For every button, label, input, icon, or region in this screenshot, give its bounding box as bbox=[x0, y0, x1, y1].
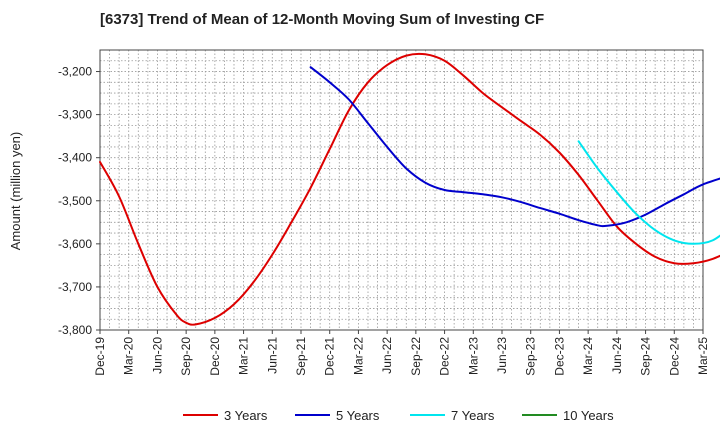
x-tick-label: Sep-22 bbox=[409, 337, 423, 376]
x-tick-label: Mar-22 bbox=[351, 337, 365, 375]
x-tick-label: Sep-21 bbox=[294, 337, 308, 376]
legend-label-7-years: 7 Years bbox=[451, 408, 495, 423]
series-line-3-years bbox=[99, 52, 720, 326]
y-tick-label: -3,800 bbox=[58, 323, 92, 337]
x-tick-label: Sep-20 bbox=[179, 337, 193, 376]
legend-label-10-years: 10 Years bbox=[563, 408, 614, 423]
series-line-5-years bbox=[309, 66, 720, 228]
legend-label-3-years: 3 Years bbox=[224, 408, 268, 423]
x-tick-label: Sep-24 bbox=[639, 337, 653, 376]
chart-title: [6373] Trend of Mean of 12-Month Moving … bbox=[100, 11, 544, 28]
x-tick-label: Dec-23 bbox=[552, 337, 566, 376]
x-tick-label: Mar-23 bbox=[466, 337, 480, 375]
x-tick-label: Jun-24 bbox=[610, 337, 624, 374]
x-tick-label: Jun-22 bbox=[380, 337, 394, 374]
y-tick-label: -3,200 bbox=[58, 65, 92, 79]
legend-label-5-years: 5 Years bbox=[336, 408, 380, 423]
x-axis: Dec-19 Mar-20 Jun-20 Sep-20 Dec-20 Mar-21 Jun-… bbox=[93, 330, 710, 376]
x-tick-label: Mar-20 bbox=[122, 337, 136, 375]
plot-border bbox=[99, 49, 704, 331]
y-axis-label: Amount (million yen) bbox=[8, 132, 23, 251]
x-tick-label: Dec-22 bbox=[438, 337, 452, 376]
x-tick-label: Dec-19 bbox=[93, 337, 107, 376]
y-axis: -3,800 -3,700 -3,600 -3,500 -3,400 -3,300 -3,2… bbox=[58, 65, 100, 337]
x-tick-label: Dec-20 bbox=[208, 337, 222, 376]
legend: 3 Years 5 Years 7 Years 10 Years bbox=[183, 408, 614, 423]
x-tick-label: Jun-21 bbox=[265, 337, 279, 374]
x-tick-label: Jun-20 bbox=[150, 337, 164, 374]
x-tick-label: Mar-21 bbox=[237, 337, 251, 375]
x-tick-label: Sep-23 bbox=[524, 337, 538, 376]
grid bbox=[99, 49, 704, 331]
y-tick-label: -3,700 bbox=[58, 280, 92, 294]
y-tick-label: -3,300 bbox=[58, 108, 92, 122]
y-tick-label: -3,400 bbox=[58, 151, 92, 165]
series-line-7-years bbox=[577, 140, 720, 245]
series-layer bbox=[99, 52, 720, 326]
y-tick-label: -3,500 bbox=[58, 194, 92, 208]
x-tick-label: Mar-25 bbox=[696, 337, 710, 375]
x-tick-label: Jun-23 bbox=[495, 337, 509, 374]
y-tick-label: -3,600 bbox=[58, 237, 92, 251]
x-tick-label: Dec-24 bbox=[667, 337, 681, 376]
x-tick-label: Dec-21 bbox=[323, 337, 337, 376]
x-tick-label: Mar-24 bbox=[581, 337, 595, 375]
